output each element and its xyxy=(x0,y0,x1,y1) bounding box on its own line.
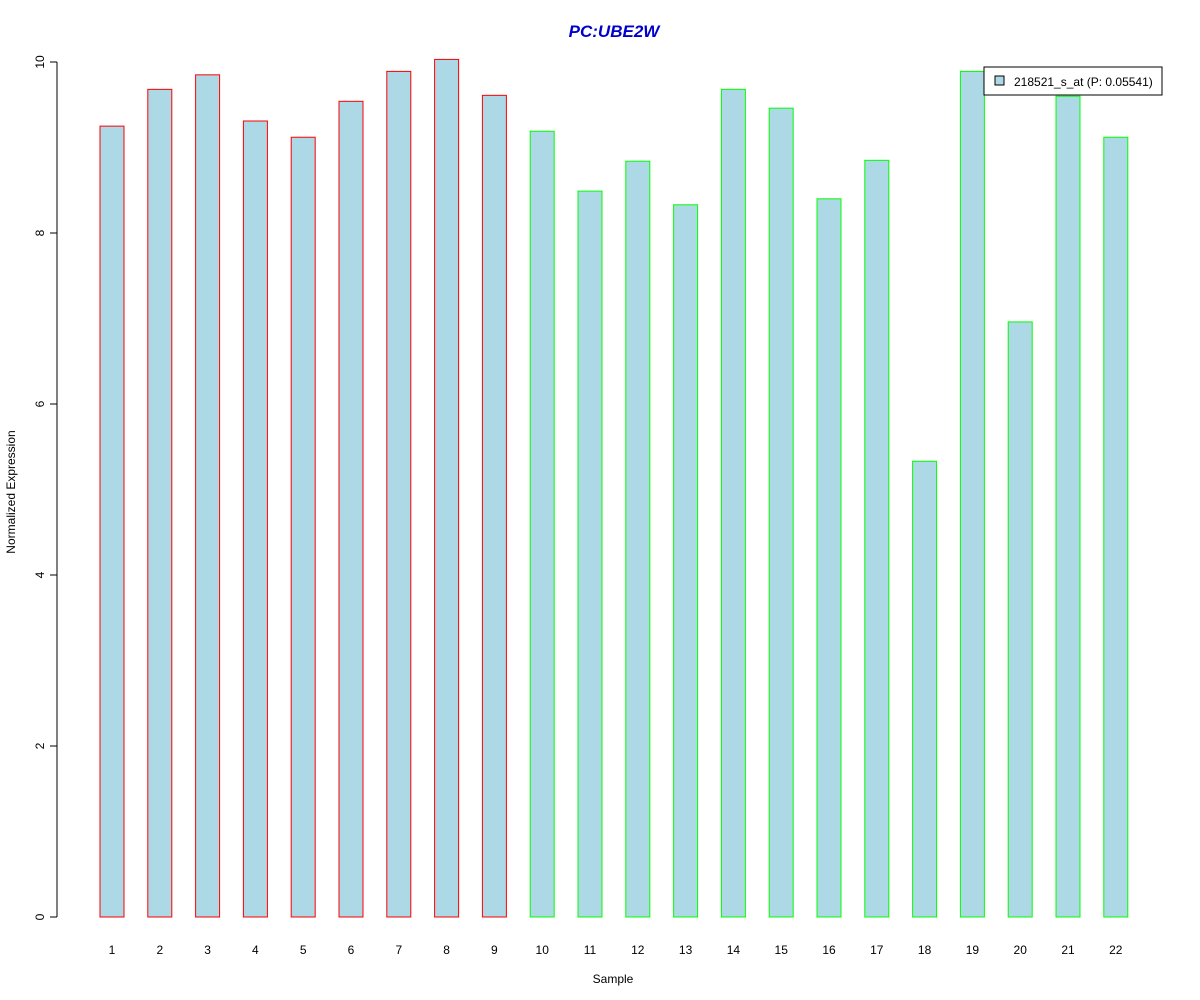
bar xyxy=(290,136,316,918)
y-axis-title: Normalized Expression xyxy=(4,430,18,553)
bar xyxy=(434,58,460,918)
bar xyxy=(481,94,507,918)
bar xyxy=(864,159,890,918)
bars xyxy=(99,58,1129,918)
bar xyxy=(529,130,555,918)
y-tick-label: 0 xyxy=(33,913,47,920)
x-tick-label: 21 xyxy=(1061,943,1075,957)
bar xyxy=(959,70,985,918)
legend-swatch xyxy=(994,75,1005,86)
y-tick-label: 4 xyxy=(33,571,47,578)
x-tick-label: 1 xyxy=(109,943,116,957)
bar xyxy=(1007,321,1033,918)
legend: 218521_s_at (P: 0.05541) xyxy=(983,66,1163,96)
y-tick-label: 2 xyxy=(33,742,47,749)
x-tick-label: 20 xyxy=(1014,943,1028,957)
x-tick-label: 2 xyxy=(156,943,163,957)
x-tick-label: 14 xyxy=(727,943,741,957)
x-tick-labels: 1 2 3 4 5 6 7 8 9 10 11 12 13 14 15 16 17 18 19 20 21 22 xyxy=(109,943,1123,957)
bar xyxy=(720,88,746,918)
x-tick-label: 18 xyxy=(918,943,932,957)
x-tick-label: 12 xyxy=(631,943,645,957)
bar xyxy=(147,88,173,918)
x-tick-label: 11 xyxy=(584,943,597,957)
x-tick-label: 17 xyxy=(870,943,884,957)
bar xyxy=(816,198,842,918)
y-tick-label: 6 xyxy=(33,400,47,407)
x-tick-label: 5 xyxy=(300,943,307,957)
bar xyxy=(768,107,794,918)
x-tick-label: 7 xyxy=(395,943,402,957)
x-tick-label: 8 xyxy=(443,943,450,957)
x-tick-label: 22 xyxy=(1109,943,1123,957)
chart-title: PC:UBE2W xyxy=(569,22,662,41)
x-axis-title: Sample xyxy=(593,972,634,986)
x-tick-label: 19 xyxy=(966,943,980,957)
bar xyxy=(99,125,125,918)
bar xyxy=(1103,136,1129,918)
bar xyxy=(195,74,221,918)
bar xyxy=(577,190,603,918)
bar xyxy=(1055,95,1081,918)
bar xyxy=(673,204,699,918)
x-tick-label: 15 xyxy=(775,943,789,957)
x-tick-label: 16 xyxy=(822,943,836,957)
x-tick-label: 13 xyxy=(679,943,693,957)
bar xyxy=(338,100,364,918)
x-tick-label: 9 xyxy=(491,943,498,957)
bar xyxy=(242,120,268,918)
x-tick-label: 3 xyxy=(204,943,211,957)
legend-box xyxy=(983,66,1163,96)
x-tick-label: 6 xyxy=(348,943,355,957)
x-tick-label: 4 xyxy=(252,943,259,957)
y-axis: 0 2 4 6 8 10 xyxy=(33,55,58,920)
bar xyxy=(912,460,938,918)
y-tick-label: 10 xyxy=(33,55,47,69)
x-tick-label: 10 xyxy=(536,943,550,957)
bar xyxy=(386,70,412,918)
y-tick-label: 8 xyxy=(33,229,47,236)
bar xyxy=(625,160,651,918)
legend-label: 218521_s_at (P: 0.05541) xyxy=(1014,75,1153,89)
